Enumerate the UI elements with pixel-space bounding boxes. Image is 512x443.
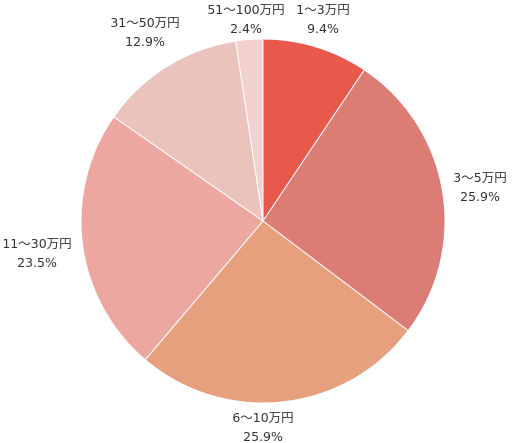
slice-label: 51〜100万円: [207, 2, 284, 17]
slice-label: 11〜30万円: [2, 236, 71, 251]
pie-slice-6: [235, 38, 264, 222]
slice-label: 6〜10万円: [232, 410, 293, 425]
slice-value-label: 25.9%: [243, 429, 283, 443]
slice-label: 3〜5万円: [453, 170, 506, 185]
pie-slice-3: [144, 220, 409, 404]
slice-value-label: 9.4%: [307, 21, 339, 36]
pie-slices: [80, 38, 446, 404]
pie-labels: 1〜3万円 9.4% 3〜5万円 25.9% 6〜10万円 25.9% 11〜30万円 23.…: [2, 2, 506, 443]
pie-slice-4: [80, 116, 264, 361]
pie-slice-5: [113, 40, 264, 223]
slice-label: 1〜3万円: [296, 2, 349, 17]
slice-value-label: 2.4%: [230, 21, 262, 36]
pie-slice-2: [262, 69, 446, 332]
slice-value-label: 23.5%: [17, 255, 57, 270]
slice-value-label: 12.9%: [125, 34, 165, 49]
slice-label: 31〜50万円: [110, 15, 179, 30]
pie-slice-1: [262, 38, 366, 223]
slice-value-label: 25.9%: [460, 189, 500, 204]
